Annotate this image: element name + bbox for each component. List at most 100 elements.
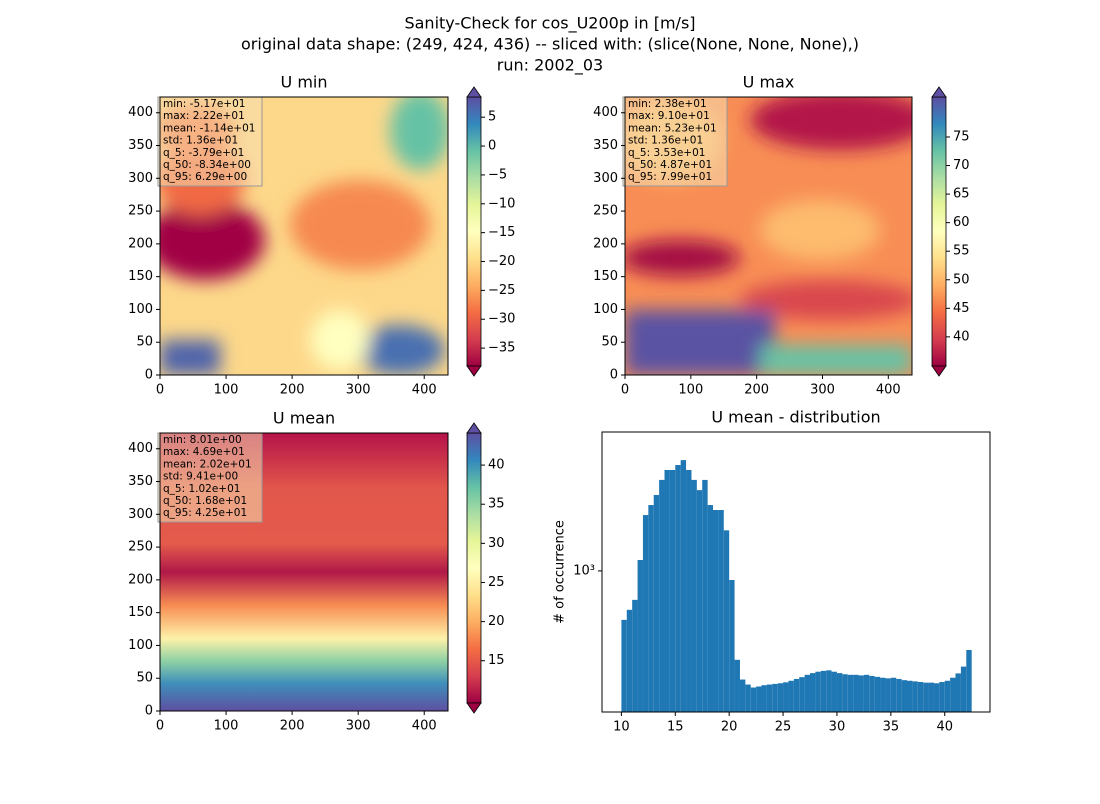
y-tick-label: 200	[128, 236, 153, 251]
bar	[669, 469, 676, 712]
y-tick-label: 400	[128, 441, 153, 456]
bar	[960, 666, 967, 712]
bar	[907, 680, 913, 712]
colorbar-tick-label: 65	[953, 187, 970, 202]
bar	[664, 469, 670, 712]
stats-line: q_50: 4.87e+01	[628, 159, 712, 171]
bar	[696, 490, 703, 712]
bar	[831, 671, 837, 712]
bar	[826, 670, 832, 712]
x-tick-label: 40	[936, 720, 953, 735]
x-tick-label: 0	[156, 719, 164, 734]
bar	[750, 687, 757, 712]
x-tick-label: 35	[883, 720, 900, 735]
colorbar-tick-label: 35	[488, 497, 505, 512]
bar	[739, 679, 746, 712]
bar	[691, 479, 697, 712]
bar	[772, 683, 778, 712]
x-tick-label: 15	[667, 720, 684, 735]
bar	[799, 677, 805, 712]
x-tick-label: 25	[775, 720, 792, 735]
colorbar	[931, 96, 947, 367]
bar	[933, 683, 940, 712]
x-tick-label: 0	[621, 383, 629, 398]
colorbar-tick-label: 30	[488, 536, 505, 551]
field	[290, 180, 430, 270]
axes-frame	[624, 96, 913, 376]
stats-line: max: 2.22e+01	[163, 110, 245, 122]
stats-line: max: 9.10e+01	[628, 110, 710, 122]
bar	[853, 674, 859, 712]
bar	[885, 678, 891, 712]
bar	[788, 680, 794, 712]
y-axis-label: # of occurrence	[553, 520, 568, 624]
colorbar-tick-label: 40	[953, 329, 970, 344]
colorbar-tick-label: 40	[488, 458, 505, 473]
suptitle: run: 2002_03	[497, 56, 603, 76]
y-tick-label: 350	[128, 138, 153, 153]
stats-line: q_95: 6.29e+00	[163, 171, 247, 183]
bar	[923, 682, 929, 712]
field	[625, 310, 775, 375]
y-tick-label: 300	[128, 507, 153, 522]
y-tick-label: 0	[145, 368, 153, 383]
x-tick-label: 300	[346, 719, 371, 734]
bar	[928, 682, 934, 712]
bar	[880, 677, 886, 712]
bar	[632, 599, 638, 712]
y-tick-label: 400	[128, 105, 153, 120]
bar	[756, 686, 762, 712]
y-tick-label: 250	[128, 204, 153, 219]
field	[625, 240, 740, 276]
field	[355, 325, 445, 375]
bar	[702, 479, 708, 712]
colorbar-tick-label: 5	[488, 110, 496, 125]
colorbar-tick-label: −30	[488, 312, 515, 327]
bar	[680, 460, 687, 712]
bar	[783, 682, 789, 712]
colorbar-extend	[466, 365, 482, 377]
bar	[653, 494, 660, 712]
stats-line: min: 8.01e+00	[163, 434, 242, 446]
y-tick-label: 250	[593, 204, 618, 219]
y-tick-label: 350	[593, 138, 618, 153]
x-tick-label: 100	[214, 383, 239, 398]
stats-line: q_5: 1.02e+01	[163, 483, 240, 495]
field	[310, 310, 370, 370]
stats-bg	[157, 432, 263, 523]
bar	[896, 678, 902, 712]
y-tick-label: 150	[593, 269, 618, 284]
bar	[836, 673, 843, 712]
bar	[718, 510, 724, 712]
x-tick-label: 20	[721, 720, 738, 735]
bar	[912, 681, 918, 712]
x-tick-label: 400	[412, 719, 437, 734]
colorbar-extend	[466, 702, 482, 714]
colorbar-tick-label: 0	[488, 139, 496, 154]
bar	[810, 673, 816, 712]
y-tick-label: 100	[128, 638, 153, 653]
axes-frame	[601, 431, 991, 713]
axes-title: U max	[743, 73, 795, 92]
stats-line: mean: 5.23e+01	[628, 122, 717, 134]
x-tick-label: 200	[280, 383, 305, 398]
bar	[777, 683, 784, 712]
y-tick-label: 300	[128, 171, 153, 186]
x-tick-label: 200	[280, 719, 305, 734]
bar	[761, 685, 767, 712]
colorbar-tick-label: 60	[953, 215, 970, 230]
stats-line: q_5: -3.79e+01	[163, 147, 244, 159]
field	[750, 97, 912, 150]
y-tick-label: 50	[601, 335, 618, 350]
x-tick-label: 400	[412, 383, 437, 398]
stats-line: max: 4.69e+01	[163, 446, 245, 458]
bar	[869, 675, 875, 712]
stats-line: mean: -1.14e+01	[163, 122, 255, 134]
x-tick-label: 300	[810, 383, 835, 398]
bar	[642, 515, 649, 712]
x-tick-label: 100	[214, 719, 239, 734]
bar	[621, 619, 627, 712]
stats-line: min: -5.17e+01	[163, 98, 245, 110]
bar	[858, 675, 864, 712]
